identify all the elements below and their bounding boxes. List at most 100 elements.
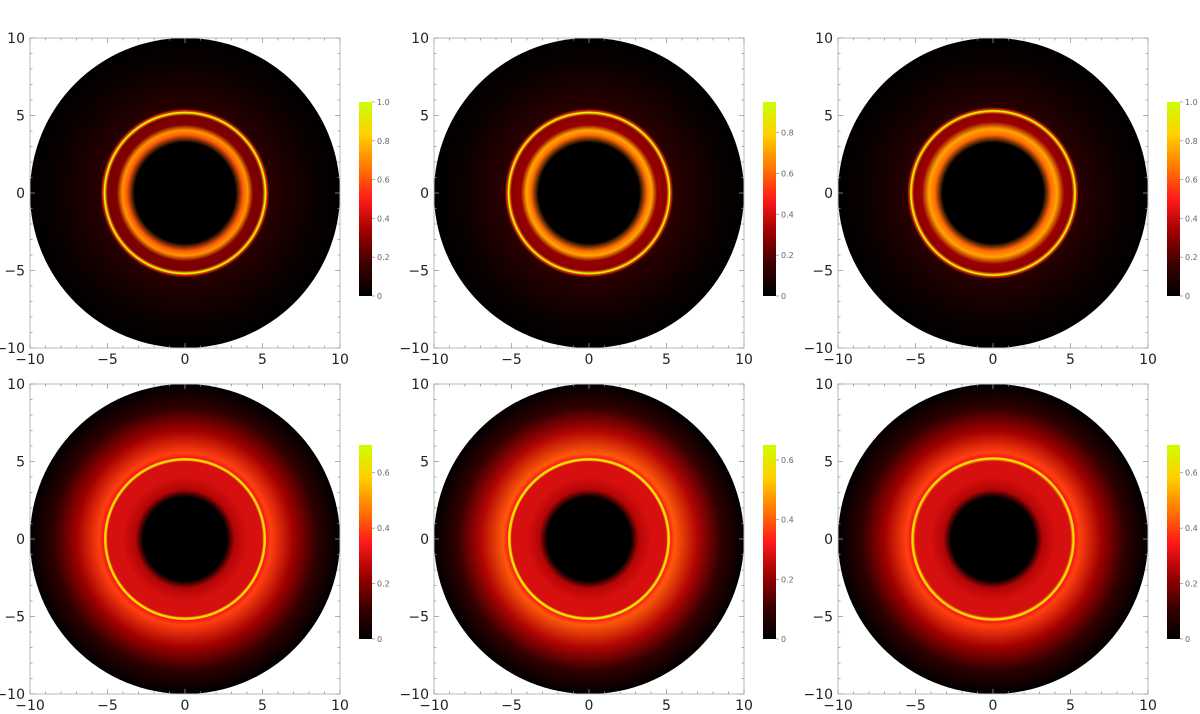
colorbar-tick-label: 0 bbox=[1185, 292, 1190, 301]
y-tick-label: 10 bbox=[411, 31, 429, 47]
colorbar: 0 0.2 0.4 0.6 0.8 1.0 bbox=[359, 98, 390, 301]
colorbar-tick-label: 0.2 bbox=[377, 253, 390, 262]
x-tick-label: −10 bbox=[419, 352, 449, 368]
colorbar-tick-label: 1.0 bbox=[377, 98, 390, 107]
x-tick-label: −10 bbox=[823, 698, 853, 714]
x-tick-label: 0 bbox=[181, 352, 190, 368]
y-tick-label: 10 bbox=[411, 377, 429, 393]
colorbar: 0 0.2 0.4 0.6 bbox=[1167, 445, 1198, 644]
y-tick-label: 0 bbox=[16, 186, 25, 202]
colorbar-tick-label: 0.2 bbox=[781, 575, 794, 584]
y-tick-label: 0 bbox=[16, 532, 25, 548]
intensity-disk bbox=[838, 384, 1148, 694]
colorbar-tick-label: 0.8 bbox=[377, 137, 390, 146]
x-tick-label: −5 bbox=[97, 352, 118, 368]
y-tick-label: −10 bbox=[0, 341, 25, 357]
colorbar-tick-label: 0.4 bbox=[781, 210, 794, 219]
y-tick-label: −5 bbox=[812, 610, 833, 626]
colorbar-tick-label: 0.4 bbox=[781, 516, 794, 525]
y-tick-label: −10 bbox=[803, 341, 833, 357]
panel-bottom-middle: −10 −5 0 5 10 −10 −5 0 5 10 0 0.2 0.4 0.6 bbox=[399, 377, 793, 714]
x-tick-label: 10 bbox=[331, 698, 349, 714]
colorbar-gradient bbox=[763, 102, 776, 296]
colorbar-tick-label: 0.2 bbox=[377, 580, 390, 589]
x-tick-label: 10 bbox=[735, 352, 753, 368]
colorbar-tick-label: 0.4 bbox=[1185, 214, 1198, 223]
x-tick-label: −5 bbox=[501, 698, 522, 714]
y-tick-label: −5 bbox=[408, 610, 429, 626]
colorbar-tick-label: 0.2 bbox=[1185, 580, 1198, 589]
x-tick-label: 0 bbox=[989, 698, 998, 714]
x-tick-label: −5 bbox=[97, 698, 118, 714]
x-tick-label: −5 bbox=[905, 352, 926, 368]
y-tick-label: 0 bbox=[824, 532, 833, 548]
y-tick-label: 5 bbox=[16, 455, 25, 471]
colorbar-tick-label: 0.6 bbox=[1185, 469, 1198, 478]
x-tick-label: 5 bbox=[258, 352, 267, 368]
colorbar-tick-label: 0.8 bbox=[1185, 137, 1198, 146]
photon-ring bbox=[104, 458, 266, 620]
x-tick-label: 10 bbox=[331, 352, 349, 368]
colorbar-tick-label: 0.2 bbox=[1185, 253, 1198, 262]
intensity-disk bbox=[434, 384, 744, 694]
x-tick-label: −10 bbox=[15, 698, 45, 714]
colorbar: 0 0.2 0.4 0.6 bbox=[763, 445, 794, 644]
colorbar: 0 0.2 0.4 0.6 bbox=[359, 445, 390, 644]
colorbar-tick-label: 0.4 bbox=[377, 214, 390, 223]
colorbar-gradient bbox=[1167, 445, 1180, 639]
y-tick-label: 5 bbox=[824, 455, 833, 471]
colorbar-gradient bbox=[763, 445, 776, 639]
y-tick-label: 10 bbox=[815, 377, 833, 393]
x-tick-label: 0 bbox=[989, 352, 998, 368]
y-tick-label: 10 bbox=[815, 31, 833, 47]
colorbar: 0 0.2 0.4 0.6 0.8 1.0 bbox=[1167, 98, 1198, 301]
colorbar-gradient bbox=[359, 102, 372, 296]
y-tick-label: −5 bbox=[408, 264, 429, 280]
colorbar-tick-label: 0 bbox=[1185, 635, 1190, 644]
panel-bottom-left: −10 −5 0 5 10 −10 −5 0 5 10 0 0.2 0.4 0.6 bbox=[0, 377, 390, 714]
x-tick-label: −5 bbox=[501, 352, 522, 368]
y-tick-label: 5 bbox=[16, 109, 25, 125]
intensity-disk bbox=[30, 384, 340, 694]
panel-bottom-right: −10 −5 0 5 10 −10 −5 0 5 10 0 0.2 0.4 0.6 bbox=[803, 377, 1197, 714]
intensity-disk bbox=[838, 38, 1148, 348]
x-tick-label: −10 bbox=[823, 352, 853, 368]
x-tick-label: 10 bbox=[1139, 698, 1157, 714]
intensity-disk bbox=[30, 38, 340, 348]
colorbar-tick-label: 0.2 bbox=[781, 251, 794, 260]
colorbar-tick-label: 0.6 bbox=[377, 469, 390, 478]
x-tick-label: 10 bbox=[1139, 352, 1157, 368]
y-tick-label: 10 bbox=[7, 31, 25, 47]
colorbar-tick-label: 0.6 bbox=[377, 176, 390, 185]
y-tick-label: 0 bbox=[824, 186, 833, 202]
x-tick-label: 5 bbox=[1066, 352, 1075, 368]
y-tick-label: 10 bbox=[7, 377, 25, 393]
colorbar-tick-label: 0 bbox=[377, 292, 382, 301]
colorbar-tick-label: 0 bbox=[781, 292, 786, 301]
photon-ring bbox=[910, 110, 1076, 276]
photon-ring bbox=[508, 458, 670, 620]
x-tick-label: 0 bbox=[585, 698, 594, 714]
x-tick-label: 0 bbox=[585, 352, 594, 368]
x-tick-label: −10 bbox=[419, 698, 449, 714]
x-tick-label: −5 bbox=[905, 698, 926, 714]
y-tick-label: −5 bbox=[4, 264, 25, 280]
colorbar-tick-label: 0.8 bbox=[781, 129, 794, 138]
photon-ring bbox=[911, 457, 1075, 621]
y-tick-label: 0 bbox=[420, 532, 429, 548]
colorbar-gradient bbox=[359, 445, 372, 639]
y-tick-label: 5 bbox=[420, 455, 429, 471]
colorbar-tick-label: 0.4 bbox=[1185, 524, 1198, 533]
photon-ring bbox=[103, 111, 267, 275]
y-tick-label: 5 bbox=[420, 109, 429, 125]
y-tick-label: 0 bbox=[420, 186, 429, 202]
y-tick-label: −5 bbox=[4, 610, 25, 626]
panel-top-left: −10 −5 0 5 10 −10 −5 0 5 10 0 0.2 0.4 0.6 0.8 1.0 bbox=[0, 31, 390, 368]
y-tick-label: −10 bbox=[399, 687, 429, 703]
x-tick-label: 5 bbox=[258, 698, 267, 714]
colorbar-tick-label: 1.0 bbox=[1185, 98, 1198, 107]
colorbar: 0 0.2 0.4 0.6 0.8 bbox=[763, 102, 794, 301]
x-tick-label: 5 bbox=[1066, 698, 1075, 714]
colorbar-tick-label: 0.6 bbox=[1185, 176, 1198, 185]
